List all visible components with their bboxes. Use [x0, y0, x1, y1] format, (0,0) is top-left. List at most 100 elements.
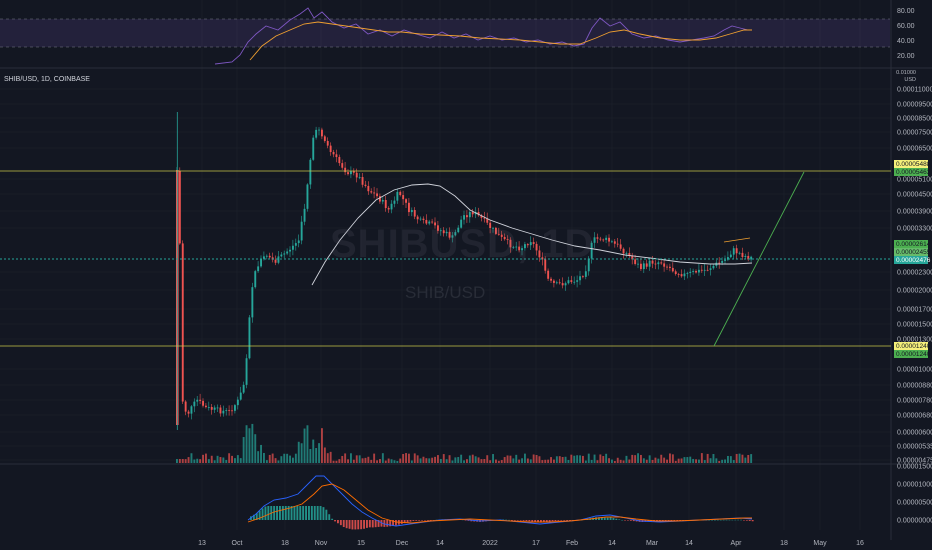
macd-hist-bar [429, 520, 432, 521]
candle-body [532, 242, 535, 244]
volume-bar [396, 460, 399, 463]
tag-lower-a: 0.00001240 [896, 343, 931, 350]
trend-line[interactable] [713, 171, 805, 347]
price-axis-label: 0.00008500 [897, 116, 932, 123]
candle-body [178, 170, 181, 244]
volume-bar [234, 458, 236, 463]
volume-bar [573, 455, 576, 463]
macd-hist-bar [284, 506, 287, 520]
candle-body [309, 159, 312, 185]
macd-hist-bar [395, 520, 397, 526]
macd-histogram [250, 506, 754, 530]
volume-bar [286, 453, 289, 463]
volume-bar [590, 459, 593, 463]
candle-body [497, 233, 500, 235]
volume-bar [596, 460, 599, 463]
candle-body [358, 177, 361, 178]
candle-body [419, 218, 422, 220]
time-axis[interactable]: 13 Oct 18 Nov 15 Dec 14 2022 17 Feb 14 Mar 14 Apr 18 Ma… [198, 540, 864, 547]
time-axis-label: 14 [608, 540, 616, 547]
macd-hist-bar [339, 520, 342, 526]
volume-bar [202, 454, 204, 463]
macd-hist-bar [374, 520, 377, 528]
price-axis-label: 0.00003900 [897, 209, 932, 216]
time-axis-label: May [813, 540, 827, 547]
macd-hist-bar [310, 506, 313, 520]
macd-hist-bar [334, 520, 336, 522]
macd-hist-bar [734, 519, 737, 521]
short-trend-line[interactable] [723, 237, 751, 243]
candle-body [492, 227, 494, 229]
macd-hist-bar [569, 520, 571, 521]
volume-bar [367, 456, 370, 463]
candle-body [384, 199, 387, 209]
volume-bar [593, 454, 596, 463]
volume-bar [718, 460, 721, 463]
macd-hist-bar [627, 520, 629, 521]
macd-hist-bar [647, 520, 650, 522]
volume-bar [466, 459, 468, 463]
price-axis-label: 0.00003300 [897, 226, 932, 233]
macd-hist-bar [464, 520, 467, 521]
macd-hist-bar [383, 520, 386, 527]
volume-bar [628, 459, 631, 463]
volume-bar [260, 444, 262, 463]
volume-bar [497, 460, 500, 463]
macd-hist-bar [409, 520, 412, 522]
candle-body [576, 280, 579, 282]
macd-hist-bar [267, 506, 270, 520]
macd-hist-bar [719, 519, 722, 521]
macd-axis: 0.00001500 0.00001000 0.00000500 0.00000000 [897, 464, 932, 525]
symbol-title[interactable]: SHIB/USD, 1D, COINBASE [4, 76, 90, 83]
volume-bar [422, 456, 425, 463]
volume-bar [541, 460, 544, 463]
tag-current-b: 0.00002455 [896, 249, 931, 256]
price-unit-label: 0.01000 USD [894, 70, 916, 84]
candle-body [219, 407, 222, 414]
macd-hist-bar [502, 519, 505, 520]
volume-bar [579, 455, 581, 463]
volume-bar [428, 458, 431, 463]
macd-hist-bar [548, 520, 551, 522]
price-axis[interactable]: 0.00011000 0.00009500 0.00008500 0.00007500… [897, 87, 932, 465]
candle-body [422, 218, 425, 220]
volume-bar [373, 453, 376, 463]
candle-body [550, 278, 552, 281]
candle-body [193, 401, 196, 407]
macd-hist-bar [424, 520, 426, 521]
volume-bar [454, 457, 457, 463]
volume-bar [503, 457, 506, 463]
candle-body [738, 252, 741, 254]
price-axis-label: 0.00000880 [897, 383, 932, 390]
price-axis-label: 0.00002300 [897, 270, 932, 277]
time-axis-label: 16 [856, 540, 864, 547]
volume-bar [315, 448, 318, 463]
macd-hist-bar [624, 520, 626, 521]
macd-hist-bar [380, 520, 383, 527]
macd-hist-bar [516, 520, 519, 521]
candle-body [335, 154, 338, 158]
candle-body [318, 129, 320, 131]
volume-bar [524, 453, 526, 463]
volume-bar [245, 425, 248, 463]
candle-body [538, 250, 541, 258]
candle-body [747, 255, 750, 260]
candle-body [361, 177, 364, 185]
candle-body [225, 410, 228, 411]
volume-bar [744, 457, 747, 463]
volume-bar [605, 453, 608, 463]
candle-body [283, 253, 286, 255]
volume-bar [471, 454, 474, 463]
candle-body [518, 246, 521, 251]
candle-body [628, 253, 631, 256]
candle-body [637, 263, 639, 265]
volume-bar [321, 428, 323, 463]
macd-hist-bar [519, 520, 522, 521]
volume-bar [550, 457, 552, 463]
candle-body [674, 271, 677, 275]
macd-hist-bar [276, 506, 278, 520]
time-axis-label: Nov [315, 540, 328, 547]
candle-body [663, 263, 666, 267]
candle-body [680, 274, 683, 277]
